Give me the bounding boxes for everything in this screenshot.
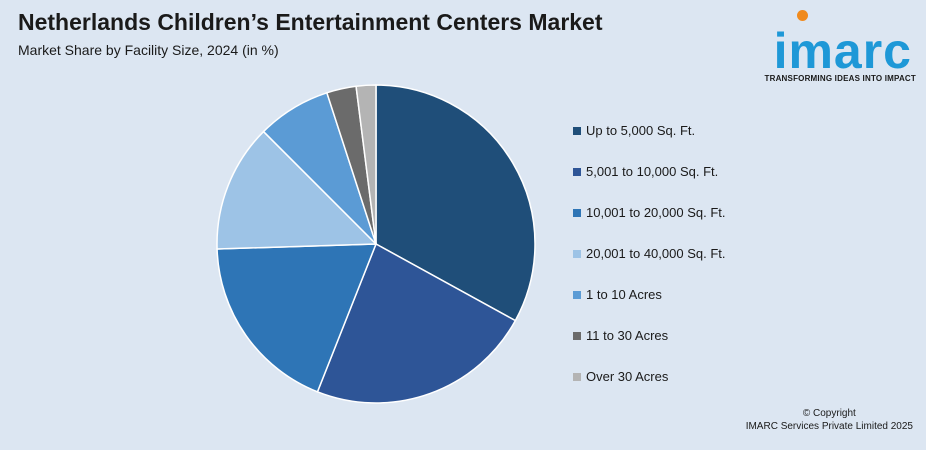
legend-item: 5,001 to 10,000 Sq. Ft.	[573, 151, 726, 192]
logo-tagline: TRANSFORMING IDEAS INTO IMPACT	[764, 74, 916, 83]
legend-item: 11 to 30 Acres	[573, 315, 726, 356]
pie-slice-1	[316, 242, 517, 404]
legend-label: Over 30 Acres	[586, 369, 669, 384]
legend-swatch	[573, 290, 581, 299]
logo-dot-icon	[797, 10, 808, 21]
copyright: © Copyright IMARC Services Private Limit…	[746, 407, 913, 433]
pie-slice-2	[216, 243, 378, 393]
pie-slice-0	[375, 84, 536, 322]
legend-swatch	[573, 208, 581, 217]
legend-label: 11 to 30 Acres	[586, 328, 669, 343]
imarc-logo: imarc TRANSFORMING IDEAS INTO IMPACT	[736, 8, 916, 88]
legend-swatch	[573, 167, 581, 176]
legend-item: Up to 5,000 Sq. Ft.	[573, 110, 726, 151]
legend-item: 1 to 10 Acres	[573, 274, 726, 315]
pie-slice-6	[355, 84, 377, 245]
legend-label: 1 to 10 Acres	[586, 287, 662, 302]
logo-wordmark: imarc	[773, 23, 912, 79]
legend-item: 10,001 to 20,000 Sq. Ft.	[573, 192, 726, 233]
pie-slice-3	[216, 130, 378, 250]
chart-subtitle: Market Share by Facility Size, 2024 (in …	[18, 42, 279, 58]
copyright-line-2: IMARC Services Private Limited 2025	[745, 421, 913, 432]
copyright-line-1: © Copyright	[802, 408, 856, 419]
legend-swatch	[573, 372, 581, 381]
legend-label: 20,001 to 40,000 Sq. Ft.	[586, 246, 726, 261]
legend-item: Over 30 Acres	[573, 356, 726, 397]
legend-label: 5,001 to 10,000 Sq. Ft.	[586, 164, 719, 179]
page-title: Netherlands Children’s Entertainment Cen…	[18, 9, 603, 35]
legend-item: 20,001 to 40,000 Sq. Ft.	[573, 233, 726, 274]
chart-legend: Up to 5,000 Sq. Ft. 5,001 to 10,000 Sq. F…	[573, 110, 726, 397]
legend-label: 10,001 to 20,000 Sq. Ft.	[586, 205, 726, 220]
legend-label: Up to 5,000 Sq. Ft.	[586, 123, 696, 138]
legend-swatch	[573, 331, 581, 340]
legend-swatch	[573, 126, 581, 135]
legend-swatch	[573, 249, 581, 258]
